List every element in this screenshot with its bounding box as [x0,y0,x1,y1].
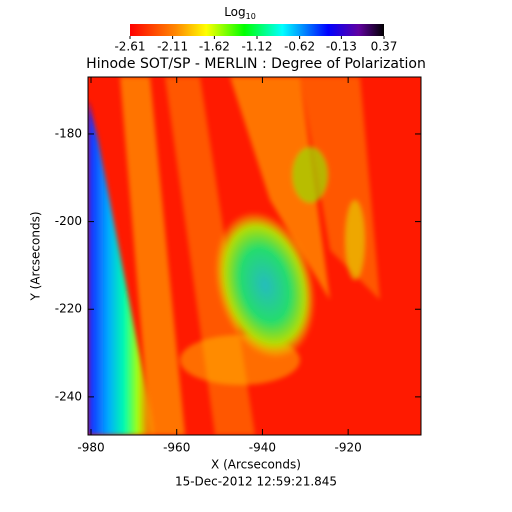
chart-title: Hinode SOT/SP - MERLIN : Degree of Polar… [86,56,426,72]
colorbar-tick-label: -1.62 [199,40,230,54]
colorbar-tick-label: -2.61 [114,40,145,54]
y-tick-label: -200 [55,214,82,228]
colorbar-tick-label: 0.37 [371,40,398,54]
colorbar-label-subscript: 10 [246,12,256,21]
colorbar-label: Log10 [224,5,256,21]
colorbar-tick-label: -1.12 [241,40,272,54]
x-tick-label: -920 [335,441,362,455]
x-tick-label: -940 [249,441,276,455]
colorbar [130,24,384,36]
y-tick-label: -240 [55,389,82,403]
y-tick-label: -180 [55,126,82,140]
heatmap [88,77,421,435]
colorbar-tick-label: -0.62 [284,40,315,54]
colorbar-label-text: Log [224,5,245,19]
colorbar-tick-label: -0.13 [326,40,357,54]
plot-frame [87,76,422,436]
y-axis-label: Y (Arcseconds) [29,211,43,301]
colorbar-tick-label: -2.11 [157,40,188,54]
x-axis-label: X (Arcseconds) [211,458,301,472]
x-tick-label: -980 [77,441,104,455]
footer: 15-Dec-2012 12:59:21.845 [175,475,337,489]
x-tick-label: -960 [163,441,190,455]
y-tick-label: -220 [55,302,82,316]
